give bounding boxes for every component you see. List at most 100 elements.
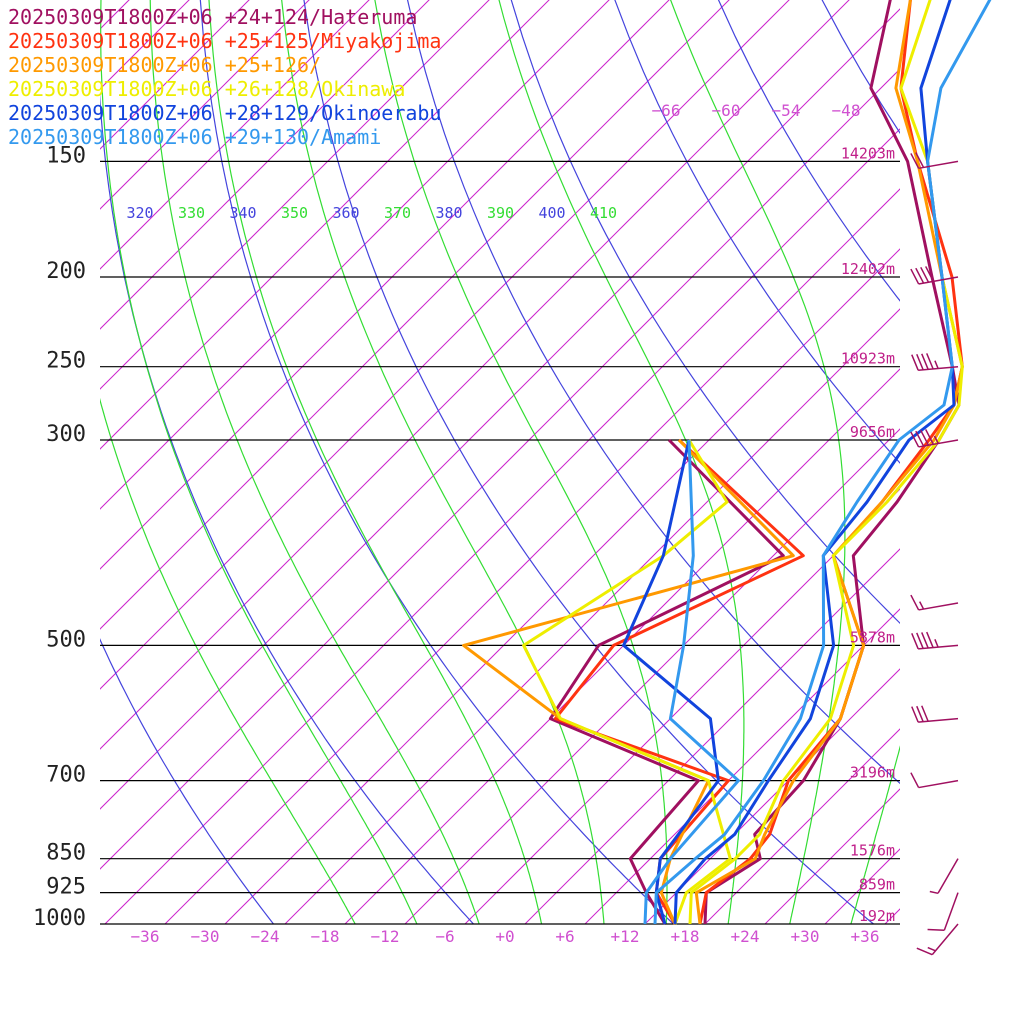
height-label: 859m xyxy=(859,876,895,894)
isotherm-line xyxy=(344,368,900,924)
isotherm-line xyxy=(284,308,900,924)
legend-entry: 20250309T1800Z+06 +25+126/ xyxy=(8,53,321,77)
pressure-label: 200 xyxy=(46,259,86,284)
theta-label: 320 xyxy=(126,204,153,222)
x-tick-labels: −36 −30 −24 −18 −12 −6 +0 +6 +12 +18 +24 +30 +36 xyxy=(131,927,880,946)
barb-feather xyxy=(910,594,920,611)
mixing-label: −48 xyxy=(832,101,861,120)
legend-entry: 20250309T1800Z+06 +25+125/Miyakojima xyxy=(8,29,441,53)
barb-feather xyxy=(916,705,924,722)
wind-barb xyxy=(910,594,959,611)
height-label: 5878m xyxy=(850,628,895,646)
pressure-label: 925 xyxy=(46,875,86,900)
pressure-label: 100 xyxy=(46,0,86,5)
wind-barb xyxy=(911,705,959,723)
series-dewpoint-line xyxy=(553,438,805,925)
barb-feather xyxy=(911,633,919,650)
series-dewpoint-line xyxy=(643,439,740,925)
barb-staff xyxy=(918,779,959,789)
x-tick-label: +0 xyxy=(495,927,514,946)
wind-barb xyxy=(910,266,959,285)
dry-adiabat-line xyxy=(510,0,900,625)
height-label: 3196m xyxy=(850,764,895,782)
barb-feather xyxy=(911,706,919,723)
pressure-label: 850 xyxy=(46,841,86,866)
isotherm-line xyxy=(945,0,1024,924)
pressure-label: 700 xyxy=(46,763,86,788)
barb-feather xyxy=(910,431,920,448)
pressure-label: 500 xyxy=(46,627,86,652)
moist-adiabat-line xyxy=(208,0,543,924)
pressure-label: 300 xyxy=(46,422,86,447)
isotherm-line xyxy=(884,908,900,924)
x-tick-label: +30 xyxy=(791,927,820,946)
barb-feather xyxy=(920,266,930,283)
barb-half-feather xyxy=(919,601,925,610)
barb-feather xyxy=(911,354,919,371)
mixing-label: −54 xyxy=(772,101,801,120)
barb-staff xyxy=(943,892,959,931)
x-tick-label: +24 xyxy=(731,927,760,946)
series-dewpoint-line xyxy=(548,438,785,925)
moist-adiabat-line xyxy=(669,0,846,924)
x-tick-label: −36 xyxy=(131,927,160,946)
barb-staff xyxy=(931,923,959,956)
barb-feather xyxy=(910,268,920,285)
barb-feather xyxy=(926,353,934,370)
theta-label: 340 xyxy=(229,204,256,222)
theta-label: 410 xyxy=(590,204,617,222)
height-label: 9656m xyxy=(850,423,895,441)
barb-half-feather xyxy=(934,639,939,648)
wind-barb xyxy=(927,892,959,931)
theta-label: 360 xyxy=(332,204,359,222)
series-dewpoint-line xyxy=(522,439,732,925)
dry-adiabat-line xyxy=(614,0,900,464)
theta-label: 330 xyxy=(178,204,205,222)
wind-barbs xyxy=(910,152,959,956)
barb-half-feather xyxy=(927,946,936,952)
height-label: 1576m xyxy=(850,842,895,860)
dry-adiabat-line xyxy=(717,0,900,302)
legend-entry: 20250309T1800Z+06 +28+129/Okinoerabu xyxy=(8,101,441,125)
moist-adiabat-line xyxy=(374,0,668,924)
wind-barb xyxy=(916,923,959,956)
series-dewpoint-line xyxy=(622,439,720,925)
series-temperature-line xyxy=(653,0,992,925)
isotherm-line xyxy=(524,548,900,924)
theta-label: 370 xyxy=(384,204,411,222)
mixing-label: −66 xyxy=(652,101,681,120)
isotherm-line xyxy=(584,608,900,924)
barb-half-feather xyxy=(929,890,939,895)
barb-feather xyxy=(925,429,935,445)
barb-staff xyxy=(937,858,959,894)
sounding-series xyxy=(462,0,992,925)
x-tick-label: −30 xyxy=(191,927,220,946)
legend-entry: 20250309T1800Z+06 +24+124/Hateruma xyxy=(8,5,417,29)
pressure-label: 150 xyxy=(46,143,86,168)
isotherm-line xyxy=(1005,0,1024,924)
isotherm-line xyxy=(404,428,900,924)
barb-feather xyxy=(910,153,920,169)
barb-feather xyxy=(915,152,925,168)
theta-labels: 320 330 340 350 360 370 380 390 400 410 xyxy=(126,204,617,222)
barb-feather xyxy=(920,429,930,446)
isotherm-line xyxy=(464,488,900,924)
theta-label: 400 xyxy=(538,204,565,222)
barb-feather xyxy=(921,353,929,370)
isotherm-line xyxy=(704,728,900,924)
pressure-label: 250 xyxy=(46,349,86,374)
barb-feather xyxy=(921,632,929,649)
wind-barb xyxy=(910,429,959,448)
pressure-level-labels: 100 150 200 250 300 500 700 850 925 1000 xyxy=(33,0,86,931)
moist-adiabat-line xyxy=(850,745,900,924)
theta-label: 390 xyxy=(487,204,514,222)
barb-feather xyxy=(915,430,925,447)
dry-adiabat-line xyxy=(780,0,1024,944)
height-label: 14203m xyxy=(841,144,895,162)
series-temperature-line xyxy=(673,0,956,925)
x-tick-label: +6 xyxy=(555,927,574,946)
barb-feather xyxy=(915,267,925,284)
barb-feather xyxy=(925,266,935,282)
x-tick-label: −24 xyxy=(251,927,280,946)
